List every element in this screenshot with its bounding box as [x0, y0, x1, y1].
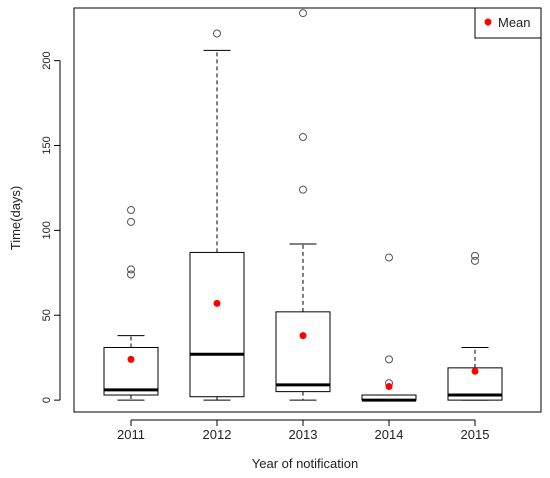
x-axis: 2011 2012 2013 2014 2015 [117, 419, 490, 442]
mean-point [213, 299, 221, 307]
box-2015 [447, 251, 503, 401]
outlier-point [471, 251, 479, 260]
outlier-point [385, 253, 393, 262]
box-2013 [275, 9, 331, 401]
iqr-box [275, 311, 331, 393]
x-tick-label: 2012 [203, 427, 232, 442]
y-axis-label: Time(days) [8, 186, 23, 251]
y-tick-label: 150 [41, 136, 53, 154]
x-axis-label: Year of notification [252, 456, 358, 471]
legend-mean-marker [484, 18, 492, 26]
outlier-point [471, 256, 479, 265]
outlier-point [299, 9, 307, 18]
y-axis: 0 50 100 150 200 [41, 51, 61, 403]
mean-point [127, 355, 135, 363]
outlier-point [299, 185, 307, 194]
outlier-point [127, 217, 135, 226]
legend-mean-label: Mean [498, 15, 531, 30]
box-2012 [189, 29, 245, 401]
y-tick-label: 50 [41, 309, 53, 321]
y-tick-label: 100 [41, 221, 53, 239]
outlier-point [127, 265, 135, 274]
box-2011 [103, 206, 159, 401]
mean-point [471, 367, 479, 375]
iqr-box [103, 346, 159, 396]
outlier-point [299, 133, 307, 142]
y-tick-label: 0 [41, 397, 53, 403]
outlier-point [127, 270, 135, 279]
mean-point [299, 332, 307, 340]
box-2014 [361, 253, 417, 402]
x-tick-label: 2011 [117, 427, 145, 442]
outlier-point [127, 206, 135, 214]
outlier-point [385, 355, 393, 364]
x-tick-label: 2014 [375, 427, 404, 442]
x-tick-label: 2015 [461, 427, 490, 442]
y-tick-label: 200 [41, 51, 53, 69]
iqr-box [189, 251, 245, 398]
mean-point [385, 383, 393, 391]
plot-frame [73, 7, 542, 413]
x-tick-label: 2013 [289, 427, 318, 442]
boxes [103, 9, 503, 402]
legend: Mean [474, 7, 542, 39]
outlier-point [213, 29, 221, 38]
